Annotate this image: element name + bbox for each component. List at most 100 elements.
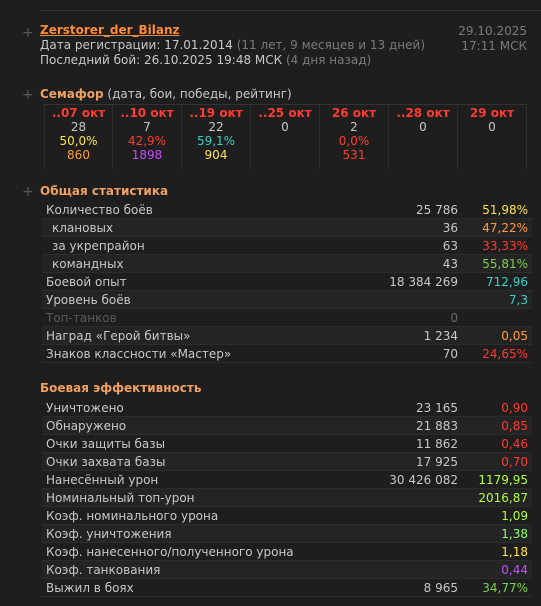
stat-value: 11 862	[416, 437, 458, 451]
player-name[interactable]: Zerstorer_der_Bilanz	[40, 23, 180, 37]
stat-rating: 1179,95	[478, 473, 528, 487]
stat-label: клановых	[52, 221, 114, 235]
stat-row: Очки захвата базы 17 925 0,70	[42, 453, 532, 471]
stat-value: 0	[450, 311, 458, 325]
semaphore-rating: 1898	[131, 148, 163, 162]
semaphore-rating: 904	[204, 148, 228, 162]
stat-rating: 47,22%	[482, 221, 528, 235]
stat-label: Уничтожено	[46, 401, 124, 415]
stat-row: Коэф. танкования 0,44	[42, 561, 532, 579]
semaphore-rating	[389, 148, 457, 162]
stat-rating: 2016,87	[478, 491, 528, 505]
stat-label: Знаков классности «Мастер»	[46, 347, 232, 361]
current-time: 17:11 МСК	[461, 39, 527, 53]
semaphore-day: 29 окт 0	[458, 105, 527, 169]
stat-row: командных 43 55,81%	[42, 255, 532, 273]
stat-value: 8 965	[423, 581, 458, 595]
expand-general-icon[interactable]: +	[22, 184, 34, 200]
semaphore-date: ..28 окт	[396, 106, 450, 120]
semaphore-date: ..19 окт	[189, 106, 243, 120]
stat-label: Коэф. танкования	[46, 563, 161, 577]
stat-row: Наград «Герой битвы» 1 234 0,05	[42, 327, 532, 345]
efficiency-title: Боевая эффективность	[40, 381, 202, 395]
stat-label: Наград «Герой битвы»	[46, 329, 191, 343]
general-header: Общая статистика	[40, 183, 529, 199]
stat-label: Номинальный топ-урон	[46, 491, 195, 505]
stat-label: Нанесённый урон	[46, 473, 159, 487]
stat-label: Уровень боёв	[46, 293, 131, 307]
stat-rating: 55,81%	[482, 257, 528, 271]
semaphore-wins	[389, 134, 457, 148]
semaphore-day: 26 окт 2 0,0% 531	[320, 105, 389, 169]
stat-value: 21 883	[416, 419, 458, 433]
semaphore-wins: 0,0%	[338, 134, 370, 148]
stat-row: Боевой опыт 18 384 269 712,96	[42, 273, 532, 291]
stat-value: 18 384 269	[389, 275, 458, 289]
semaphore-battles: 2	[350, 120, 358, 134]
general-table: Количество боёв 25 786 51,98% клановых 36 47,…	[42, 201, 532, 363]
stat-label: Коэф. уничтожения	[46, 527, 172, 541]
stat-label: командных	[52, 257, 124, 271]
stat-rating: 24,65%	[482, 347, 528, 361]
last-battle-label: Последний бой:	[40, 53, 141, 67]
efficiency-header: Боевая эффективность	[40, 380, 529, 396]
stat-rating: 1,18	[501, 545, 528, 559]
general-title: Общая статистика	[40, 184, 169, 198]
semaphore-rating: 860	[67, 148, 90, 162]
stat-value: 70	[442, 347, 458, 361]
semaphore-wins: 42,9%	[127, 134, 167, 148]
semaphore-battles: 0	[281, 120, 289, 134]
stat-rating: 1,09	[501, 509, 528, 523]
semaphore-battles: 28	[70, 120, 87, 134]
player-header: Zerstorer_der_Bilanz Дата регистрации: 1…	[40, 23, 529, 68]
reg-date: 17.01.2014	[164, 38, 233, 52]
stat-rating: 33,33%	[482, 239, 528, 253]
stat-label: Выжил в боях	[46, 581, 134, 595]
last-battle-ago: (4 дня назад)	[285, 53, 372, 67]
stat-row: Коэф. уничтожения 1,38	[42, 525, 532, 543]
semaphore-battles: 7	[143, 120, 151, 134]
expand-player-icon[interactable]: +	[22, 25, 34, 41]
stat-value: 17 925	[416, 455, 458, 469]
stat-rating: 0,85	[501, 419, 528, 433]
stat-row: Обнаружено 21 883 0,85	[42, 417, 532, 435]
semaphore-day: ..07 окт 28 50,0% 860	[44, 105, 113, 169]
stat-value: 36	[442, 221, 458, 235]
stat-label: Коэф. номинального урона	[46, 509, 219, 523]
semaphore-rating: 531	[342, 148, 366, 162]
stat-rating: 0,90	[501, 401, 528, 415]
stat-label: за укрепрайон	[52, 239, 145, 253]
stat-rating: 7,3	[508, 293, 528, 307]
stat-row: Знаков классности «Мастер» 70 24,65%	[42, 345, 532, 363]
stat-value: 43	[442, 257, 458, 271]
semaphore-wins: 50,0%	[59, 134, 98, 148]
semaphore-wins	[251, 134, 319, 148]
current-datetime: 29.10.2025 17:11 МСК	[458, 24, 527, 54]
stat-row: за укрепрайон 63 33,33%	[42, 237, 532, 255]
stat-label: Количество боёв	[46, 203, 153, 217]
semaphore-battles: 22	[208, 120, 224, 134]
semaphore-battles: 0	[419, 120, 427, 134]
stat-value: 23 165	[416, 401, 458, 415]
stat-value	[342, 291, 462, 308]
stat-rating: 34,77%	[482, 581, 528, 595]
semaphore-subtitle: (дата, бои, победы, рейтинг)	[107, 87, 292, 101]
semaphore-rating	[458, 148, 526, 162]
semaphore-day: ..28 окт 0	[389, 105, 458, 169]
semaphore-battles: 0	[488, 120, 496, 134]
semaphore-day: ..19 окт 22 59,1% 904	[182, 105, 251, 169]
stat-label: Обнаружено	[46, 419, 127, 433]
stat-label: Очки защиты базы	[46, 437, 166, 451]
stat-row: клановых 36 47,22%	[42, 219, 532, 237]
stat-label: Очки захвата базы	[46, 455, 166, 469]
stat-rating	[462, 309, 532, 326]
semaphore-rating	[251, 148, 319, 162]
semaphore-day: ..25 окт 0	[251, 105, 320, 169]
semaphore-date: 26 окт	[331, 106, 377, 120]
stat-row: Количество боёв 25 786 51,98%	[42, 201, 532, 219]
efficiency-table: Уничтожено 23 165 0,90 Обнаружено 21 883 0,85…	[42, 399, 532, 597]
stat-row: Уровень боёв 7,3	[42, 291, 532, 309]
expand-semaphore-icon[interactable]: +	[22, 87, 34, 103]
stat-row: Нанесённый урон 30 426 082 1179,95	[42, 471, 532, 489]
semaphore-date: ..10 окт	[120, 106, 174, 120]
